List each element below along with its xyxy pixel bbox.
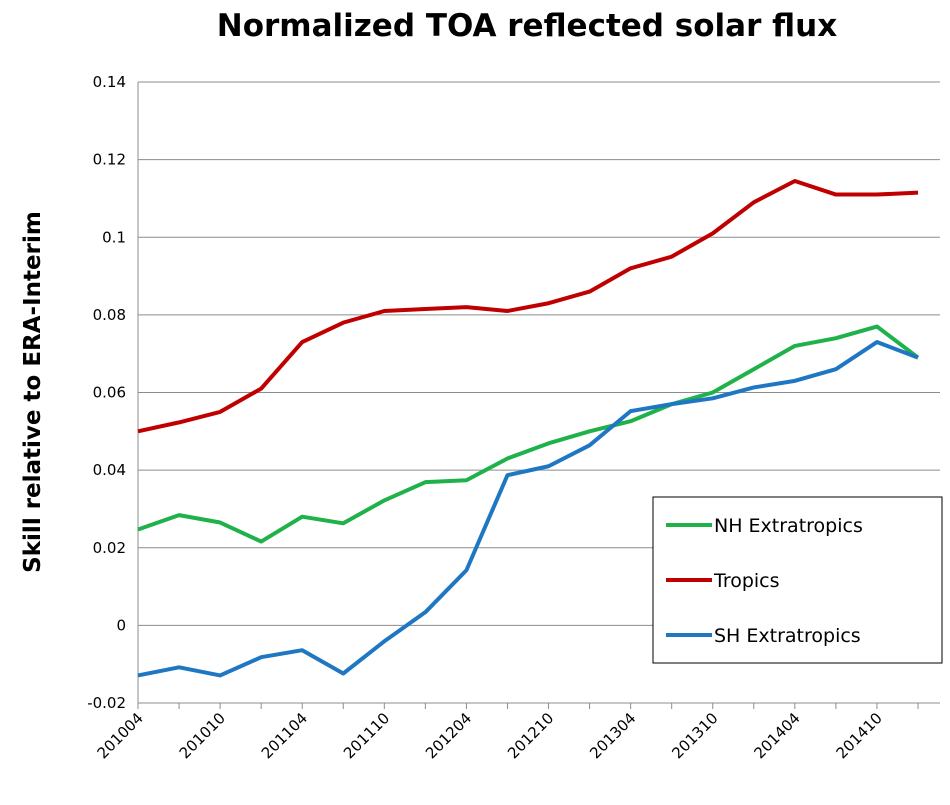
y-tick-label: 0.02	[93, 539, 126, 557]
x-tick-label: 201310	[668, 709, 721, 762]
x-tick-label: 201304	[586, 709, 639, 762]
x-tick-label: 201004	[94, 709, 147, 762]
series-line	[137, 340, 919, 678]
x-tick-label: 201110	[340, 709, 393, 762]
x-tick-label: 201204	[422, 709, 475, 762]
y-tick-label: 0.12	[93, 151, 126, 169]
x-tick-label: 201210	[504, 709, 557, 762]
y-tick-label: 0.1	[102, 228, 126, 246]
x-tick-label: 201404	[750, 709, 803, 762]
legend-label: SH Extratropics	[714, 625, 861, 647]
series-line	[137, 324, 920, 544]
x-tick-label: 201104	[258, 709, 311, 762]
y-tick-label: 0.04	[93, 461, 126, 479]
legend-label: NH Extratropics	[714, 515, 863, 537]
x-tick-label: 201010	[176, 709, 229, 762]
y-tick-label: 0.14	[93, 73, 126, 91]
y-tick-label: 0	[116, 616, 126, 634]
y-tick-label: -0.02	[87, 694, 126, 712]
chart-title: Normalized TOA reflected solar flux	[217, 8, 837, 44]
y-tick-label: 0.06	[93, 384, 126, 402]
y-tick-label: 0.08	[93, 306, 126, 324]
series-line	[137, 178, 919, 434]
x-tick-label: 201410	[833, 709, 886, 762]
y-axis-label: Skill relative to ERA-Interim	[20, 211, 46, 573]
legend-label: Tropics	[713, 570, 780, 592]
